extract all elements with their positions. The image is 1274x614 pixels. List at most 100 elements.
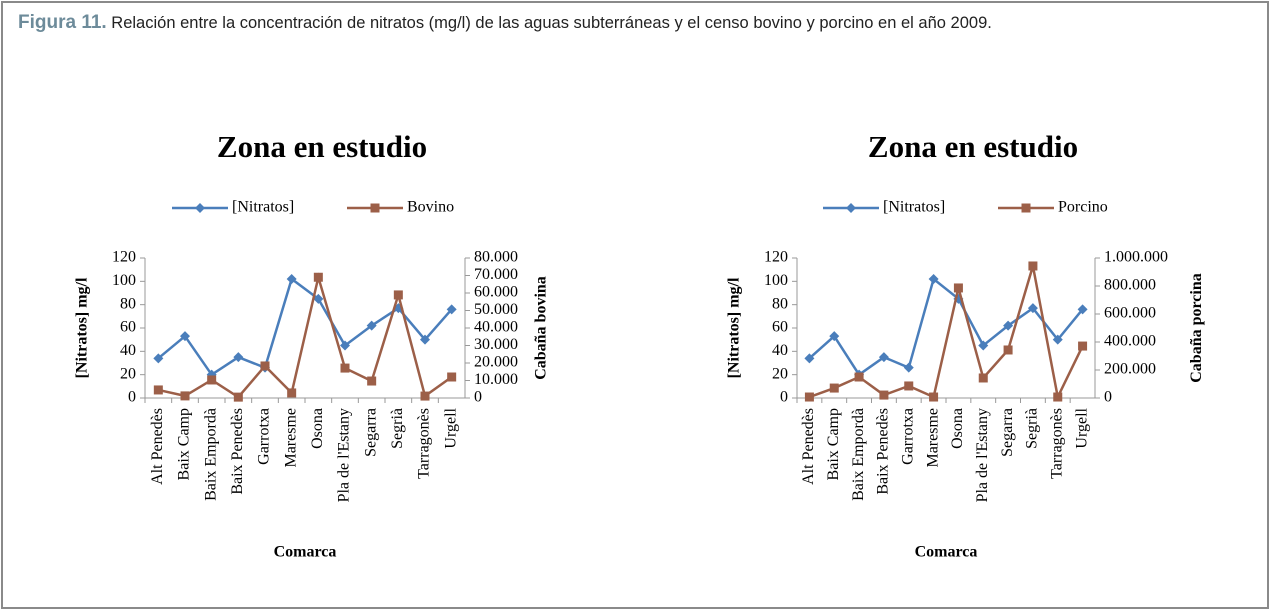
y-tick-label: 0: [780, 389, 788, 406]
marker: [313, 272, 323, 282]
marker: [846, 203, 856, 213]
x-tick-label: Baix Penedès: [875, 408, 892, 495]
x-tick-label: Segarra: [999, 408, 1016, 457]
x-tick-label: Urgell: [1073, 407, 1090, 448]
y-tick-label: 60: [772, 319, 788, 336]
y2-tick-label: 60.000: [474, 284, 518, 301]
marker: [393, 290, 403, 300]
x-tick-label: Urgell: [442, 407, 459, 448]
legend-label: Porcino: [1058, 199, 1108, 216]
x-tick-label: Pla de l'Estany: [974, 408, 991, 502]
marker: [367, 376, 377, 386]
series-line: [808, 265, 1084, 401]
marker: [370, 203, 380, 213]
y-tick-label: 40: [120, 342, 136, 359]
marker: [1003, 345, 1013, 355]
x-tick-label: Tarragonès: [416, 408, 433, 479]
marker: [854, 372, 864, 382]
marker: [1052, 334, 1063, 345]
x-tick-label: Baix Camp: [176, 408, 193, 480]
marker: [1021, 203, 1031, 213]
x-tick-label: Maresme: [924, 408, 941, 468]
legend-label: [Nitratos]: [232, 199, 294, 216]
y-tick-label: 120: [764, 249, 788, 266]
y2-tick-label: 20.000: [474, 354, 518, 371]
caption-text: Relación entre la concentración de nitra…: [111, 14, 992, 32]
y2-tick-label: 40.000: [474, 319, 518, 336]
marker: [1003, 320, 1014, 331]
x-tick-label: Baix Empordà: [850, 408, 867, 501]
y2-tick-label: 30.000: [474, 336, 518, 353]
chart-title: Zona en estudio: [217, 129, 427, 164]
x-tick-label: Pla de l'Estany: [336, 408, 353, 502]
x-tick-label: Garrotxa: [256, 408, 273, 465]
marker: [879, 390, 889, 400]
marker: [978, 373, 988, 383]
y-axis-title: [Nitratos] mg/l: [74, 277, 91, 378]
y2-tick-label: 1.000.000: [1104, 249, 1168, 266]
x-tick-label: Garrotxa: [899, 408, 916, 465]
y-tick-label: 120: [112, 249, 136, 266]
x-tick-label: Segrià: [1024, 408, 1041, 449]
caption-label: Figura 11.: [18, 12, 107, 33]
marker: [180, 391, 190, 401]
marker: [978, 340, 989, 351]
legend-label: [Nitratos]: [883, 199, 945, 216]
series-line: [808, 276, 1084, 377]
y-tick-label: 60: [120, 319, 136, 336]
y2-tick-label: 0: [474, 389, 482, 406]
marker: [1027, 303, 1038, 314]
x-tick-label: Tarragonès: [1048, 408, 1065, 479]
y2-tick-label: 400.000: [1104, 333, 1156, 350]
marker: [446, 304, 457, 315]
marker: [313, 293, 324, 304]
marker: [340, 363, 350, 373]
y2-axis-title: Cabaña porcina: [1188, 273, 1205, 383]
marker: [260, 361, 270, 371]
marker: [340, 340, 350, 351]
marker: [804, 353, 815, 364]
y-tick-label: 80: [772, 295, 788, 312]
marker: [804, 392, 814, 402]
x-tick-label: Segarra: [362, 408, 379, 457]
marker: [420, 391, 430, 401]
y-axis-title: [Nitratos] mg/l: [726, 277, 743, 378]
y2-tick-label: 0: [1104, 389, 1112, 406]
marker: [447, 372, 457, 382]
legend-label: Bovino: [407, 199, 454, 216]
marker: [286, 274, 297, 284]
marker: [233, 392, 243, 402]
marker: [180, 331, 190, 342]
x-tick-label: Alt Penedès: [149, 408, 166, 485]
marker: [287, 388, 297, 398]
y-tick-label: 80: [120, 295, 136, 312]
y2-tick-label: 800.000: [1104, 277, 1156, 294]
y2-tick-label: 200.000: [1104, 361, 1156, 378]
y-tick-label: 0: [128, 389, 136, 406]
x-tick-label: Baix Camp: [825, 408, 842, 480]
marker: [953, 283, 963, 293]
chart-title: Zona en estudio: [868, 129, 1078, 164]
y2-tick-label: 80.000: [474, 249, 518, 266]
x-tick-label: Maresme: [282, 408, 299, 468]
marker: [207, 375, 217, 385]
marker: [195, 203, 205, 213]
x-axis-title: Comarca: [915, 544, 978, 561]
x-axis-title: Comarca: [274, 544, 337, 561]
x-tick-label: Osona: [949, 408, 966, 449]
x-tick-label: Baix Penedès: [229, 408, 246, 495]
marker: [1028, 261, 1038, 271]
caption: Figura 11. Relación entre la concentraci…: [18, 10, 1148, 36]
y-tick-label: 20: [120, 365, 136, 382]
y2-tick-label: 600.000: [1104, 305, 1156, 322]
marker: [1077, 304, 1088, 315]
marker: [153, 353, 164, 364]
y2-tick-label: 50.000: [474, 301, 518, 318]
y-tick-label: 100: [112, 272, 136, 289]
marker: [366, 320, 377, 331]
x-tick-label: Alt Penedès: [800, 408, 817, 485]
y2-tick-label: 70.000: [474, 266, 518, 283]
y-tick-label: 20: [772, 365, 788, 382]
